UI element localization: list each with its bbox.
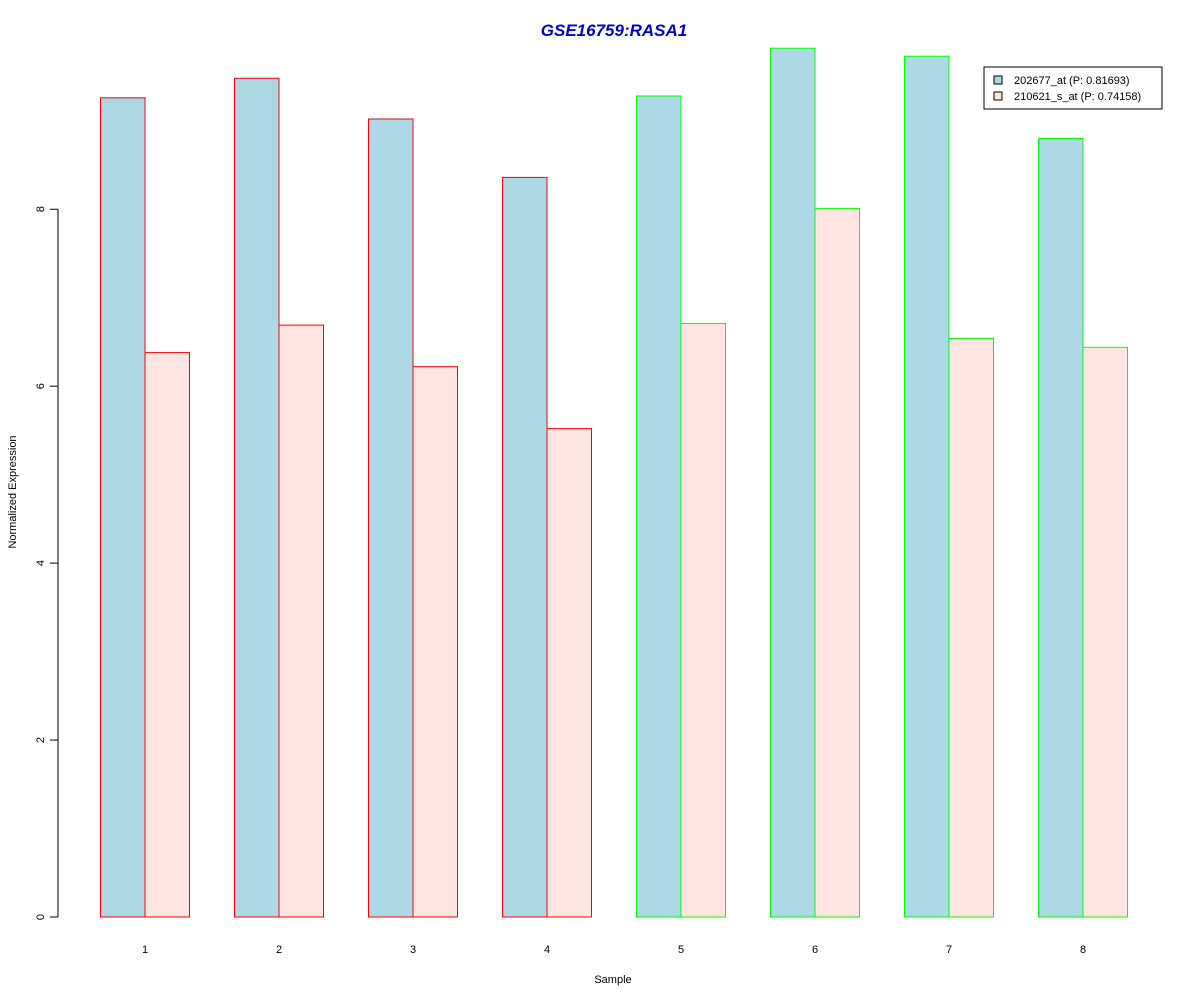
legend-swatch (993, 75, 1003, 85)
bar-sample-1-series-2 (144, 352, 190, 918)
x-tick-label: 7 (946, 944, 952, 956)
y-tick-label: 0 (35, 914, 47, 920)
y-axis-label: Normalized Expression (7, 435, 19, 548)
legend-swatch (993, 91, 1003, 101)
legend: 202677_at (P: 0.81693) 210621_s_at (P: 0.… (983, 66, 1163, 110)
bar-sample-3-series-1 (368, 118, 414, 918)
x-axis-label: Sample (594, 974, 631, 986)
x-tick-label: 8 (1080, 944, 1086, 956)
y-tick-label: 2 (35, 737, 47, 743)
x-tick-label: 6 (812, 944, 818, 956)
bar-sample-3-series-2 (412, 366, 458, 918)
bar-sample-1-series-1 (100, 97, 146, 918)
bar-sample-5-series-1 (636, 95, 682, 918)
legend-box (983, 66, 1163, 110)
bar-sample-8-series-1 (1038, 138, 1084, 918)
y-axis: 0 2 4 6 8 (35, 206, 59, 920)
bar-sample-6-series-1 (770, 47, 816, 918)
bar-sample-2-series-2 (278, 324, 324, 918)
x-tick-label: 2 (276, 944, 282, 956)
x-tick-label: 4 (544, 944, 550, 956)
y-tick-label: 8 (35, 206, 47, 212)
bar-sample-4-series-1 (502, 176, 548, 918)
x-axis: 1 2 3 4 5 6 7 8 (142, 944, 1086, 956)
legend-label: 210621_s_at (P: 0.74158) (1014, 91, 1141, 103)
bar-sample-8-series-2 (1082, 346, 1128, 918)
y-tick-label: 4 (35, 560, 47, 566)
bar-sample-6-series-2 (814, 207, 860, 918)
legend-label: 202677_at (P: 0.81693) (1014, 75, 1130, 87)
chart-title: GSE16759:RASA1 (541, 21, 687, 40)
bar-sample-2-series-1 (234, 77, 280, 918)
bars-group (100, 47, 1128, 918)
x-tick-label: 5 (678, 944, 684, 956)
bar-sample-4-series-2 (546, 428, 592, 918)
bar-sample-5-series-2 (680, 322, 726, 918)
x-tick-label: 1 (142, 944, 148, 956)
y-tick-label: 6 (35, 383, 47, 389)
bar-sample-7-series-2 (948, 337, 994, 918)
x-tick-label: 3 (410, 944, 416, 956)
bar-sample-7-series-1 (904, 55, 950, 918)
